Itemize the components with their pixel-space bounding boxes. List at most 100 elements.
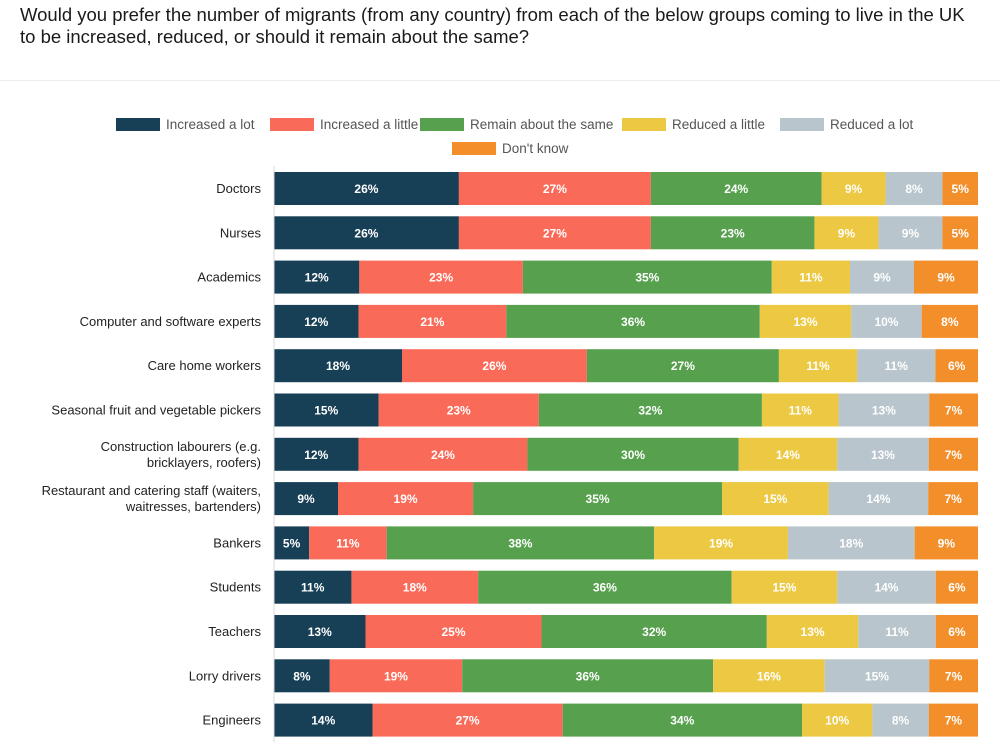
- bar-segment-increased-a-little: [402, 349, 587, 383]
- bar-segment-remain-about-the-same: [650, 172, 822, 205]
- bar-value-label: 35%: [635, 271, 659, 285]
- bar-value-label: 19%: [384, 669, 408, 683]
- bar-segment-reduced-a-little: [759, 304, 852, 338]
- bar-value-label: 26%: [482, 359, 506, 373]
- bar-segment-reduced-a-lot: [851, 304, 922, 338]
- bar-segment-remain-about-the-same: [538, 393, 762, 427]
- bar-value-label: 13%: [801, 625, 825, 639]
- legend-swatch: [622, 118, 666, 131]
- bar-value-label: 26%: [354, 182, 378, 196]
- bar-segment-increased-a-little: [378, 393, 539, 427]
- category-labels: Doctors Nurses Academics Computer and softw…: [42, 181, 262, 728]
- bar-value-label: 16%: [757, 669, 781, 683]
- bar-value-label: 11%: [885, 359, 909, 373]
- bar-value-label: 9%: [297, 492, 315, 506]
- bar-row: 5% 11% 38% 19% 18% 9%: [274, 526, 978, 560]
- bar-segment-reduced-a-lot: [787, 526, 915, 560]
- bar-segment-remain-about-the-same: [527, 437, 739, 471]
- bar-segment-reduced-a-lot: [850, 260, 914, 294]
- bar-value-label: 6%: [948, 625, 966, 639]
- bar-value-label: 23%: [721, 226, 745, 240]
- bar-value-label: 13%: [308, 625, 332, 639]
- bar-segment-increased-a-little: [358, 437, 528, 471]
- bar-value-label: 11%: [799, 271, 823, 285]
- bar-segment-reduced-a-lot: [885, 172, 943, 205]
- bar-segment-reduced-a-lot: [858, 615, 936, 648]
- bar-value-label: 14%: [866, 492, 890, 506]
- bar-value-label: 11%: [806, 359, 830, 373]
- legend-item-increased-a-lot: Increased a lot: [116, 117, 255, 132]
- bar-segment-don-t-know: [935, 349, 978, 383]
- bars: 26% 27% 24% 9% 8% 5%26% 27% 23% 9% 9% 5%12% 23% 35% 1…: [274, 172, 978, 737]
- bar-value-label: 18%: [839, 536, 863, 550]
- category-label: Care home workers: [148, 358, 262, 373]
- bar-value-label: 30%: [621, 448, 645, 462]
- bar-value-label: 24%: [431, 448, 455, 462]
- bar-value-label: 10%: [825, 714, 849, 728]
- bar-value-label: 5%: [952, 226, 970, 240]
- bar-value-label: 9%: [938, 536, 956, 550]
- bar-value-label: 10%: [874, 315, 898, 329]
- bar-segment-don-t-know: [928, 437, 978, 471]
- bar-segment-remain-about-the-same: [386, 526, 655, 560]
- bar-value-label: 11%: [885, 625, 909, 639]
- bar-segment-increased-a-little: [338, 482, 474, 516]
- bar-segment-remain-about-the-same: [562, 703, 802, 737]
- bar-value-label: 11%: [336, 536, 360, 550]
- bar-segment-reduced-a-lot: [828, 482, 929, 516]
- bar-segment-increased-a-lot: [274, 526, 310, 560]
- bar-segment-increased-a-lot: [274, 570, 352, 604]
- bar-segment-increased-a-lot: [274, 615, 366, 648]
- bar-value-label: 36%: [593, 581, 617, 595]
- bar-value-label: 6%: [948, 581, 966, 595]
- bar-value-label: 8%: [892, 714, 910, 728]
- bar-value-label: 9%: [873, 271, 891, 285]
- bar-value-label: 6%: [948, 359, 966, 373]
- bar-value-label: 15%: [865, 669, 889, 683]
- bar-segment-increased-a-lot: [274, 437, 359, 471]
- bar-row: 11% 18% 36% 15% 14% 6%: [274, 570, 978, 604]
- bar-segment-remain-about-the-same: [650, 216, 815, 250]
- bar-value-label: 32%: [642, 625, 666, 639]
- bar-segment-don-t-know: [928, 482, 978, 516]
- bar-value-label: 12%: [304, 315, 328, 329]
- bar-row: 12% 21% 36% 13% 10% 8%: [274, 304, 978, 338]
- bar-segment-increased-a-lot: [274, 659, 330, 693]
- bar-value-label: 36%: [621, 315, 645, 329]
- legend-item-reduced-a-little: Reduced a little: [622, 117, 765, 132]
- bar-segment-increased-a-lot: [274, 172, 459, 205]
- bar-value-label: 27%: [456, 714, 480, 728]
- bar-value-label: 9%: [937, 271, 955, 285]
- bar-row: 9% 19% 35% 15% 14% 7%: [274, 482, 978, 516]
- legend-label: Increased a little: [320, 117, 418, 132]
- bar-value-label: 26%: [354, 226, 378, 240]
- bar-row: 14% 27% 34% 10% 8% 7%: [274, 703, 978, 737]
- bar-value-label: 7%: [945, 669, 963, 683]
- bar-segment-reduced-a-little: [778, 349, 858, 383]
- bar-segment-reduced-a-little: [814, 216, 879, 250]
- bar-segment-increased-a-lot: [274, 703, 373, 737]
- bar-segment-don-t-know: [914, 260, 978, 294]
- bar-value-label: 25%: [442, 625, 466, 639]
- bar-segment-reduced-a-lot: [857, 349, 936, 383]
- bar-segment-don-t-know: [935, 570, 978, 604]
- category-label: Teachers: [208, 624, 261, 639]
- legend-item-remain-about-the-same: Remain about the same: [420, 117, 613, 132]
- bar-segment-reduced-a-little: [771, 260, 850, 294]
- bar-segment-increased-a-little: [351, 570, 479, 604]
- bar-segment-reduced-a-lot: [872, 703, 929, 737]
- category-label: Computer and software experts: [80, 314, 262, 329]
- bar-value-label: 27%: [543, 182, 567, 196]
- bar-value-label: 36%: [576, 669, 600, 683]
- bar-segment-reduced-a-lot: [878, 216, 943, 250]
- bar-value-label: 23%: [447, 404, 471, 418]
- bar-segment-reduced-a-little: [713, 659, 825, 693]
- bar-row: 12% 24% 30% 14% 13% 7%: [274, 437, 978, 471]
- bar-value-label: 13%: [794, 315, 818, 329]
- bar-segment-reduced-a-little: [766, 615, 859, 648]
- bar-segment-reduced-a-lot: [837, 570, 936, 604]
- bar-value-label: 5%: [952, 182, 970, 196]
- bar-segment-increased-a-lot: [274, 349, 402, 383]
- bar-row: 26% 27% 23% 9% 9% 5%: [274, 216, 978, 250]
- category-label: Engineers: [202, 713, 261, 728]
